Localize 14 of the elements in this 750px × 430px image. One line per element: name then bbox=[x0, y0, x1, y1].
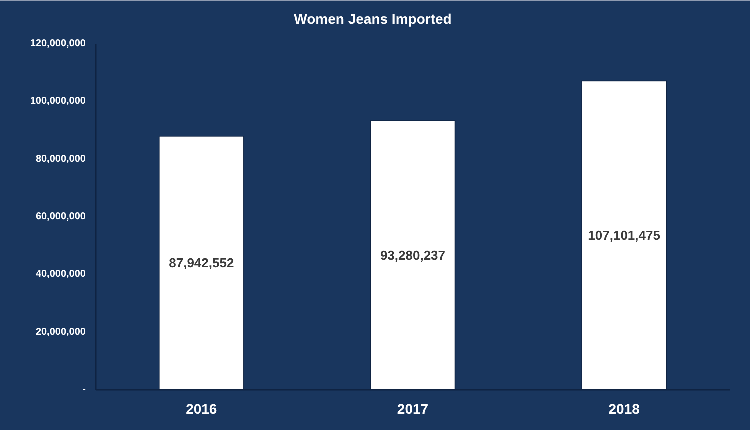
x-tick-label: 2017 bbox=[397, 401, 429, 417]
data-label: 93,280,237 bbox=[380, 248, 446, 264]
x-tick-label: 2018 bbox=[608, 401, 640, 417]
data-label: 87,942,552 bbox=[169, 256, 234, 271]
y-tick-label: 120,000,000 bbox=[30, 38, 86, 50]
x-tick-label: 2016 bbox=[186, 401, 218, 417]
y-tick-label: 80,000,000 bbox=[36, 154, 86, 165]
y-tick-label: - bbox=[82, 384, 86, 396]
chart-title: Women Jeans Imported bbox=[294, 11, 452, 27]
data-label: 107,101,475 bbox=[588, 228, 660, 244]
y-tick-label: 20,000,000 bbox=[36, 326, 86, 338]
y-tick-label: 40,000,000 bbox=[36, 269, 86, 280]
y-tick-label: 60,000,000 bbox=[36, 212, 86, 222]
y-tick-label: 100,000,000 bbox=[30, 96, 86, 108]
